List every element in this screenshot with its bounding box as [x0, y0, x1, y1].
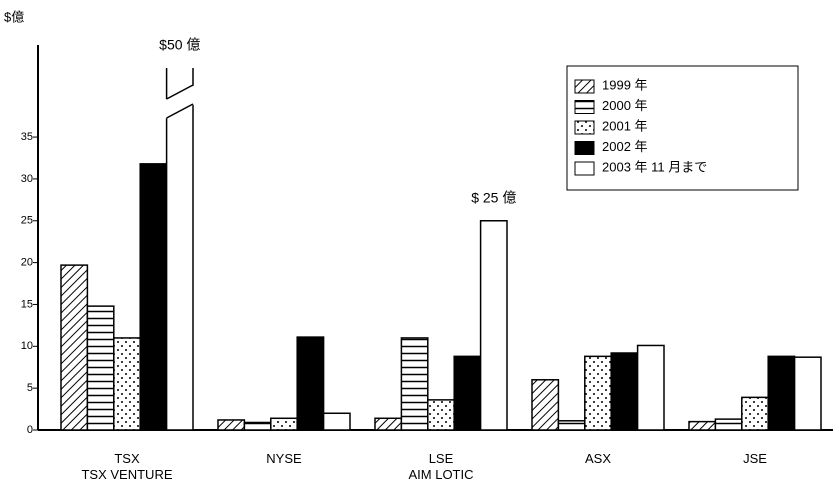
y-tick-label: 20 — [21, 257, 33, 269]
bar — [767, 355, 796, 431]
axis-break — [164, 85, 195, 119]
value-label: $50 億 — [159, 37, 200, 53]
bar — [793, 356, 822, 431]
y-tick-label: 5 — [27, 382, 33, 394]
bar — [374, 417, 403, 431]
legend-swatch — [574, 79, 595, 94]
bar — [714, 418, 743, 431]
legend-label: 2002 年 — [602, 139, 648, 154]
legend-swatch — [574, 161, 595, 176]
y-tick-label: 10 — [21, 340, 33, 352]
bar — [453, 355, 482, 431]
bars — [60, 68, 822, 431]
bar — [243, 421, 272, 431]
bar — [296, 336, 325, 431]
bar — [584, 355, 612, 431]
bar — [113, 337, 141, 431]
y-tick-label: 15 — [21, 298, 33, 310]
bar — [60, 264, 89, 431]
bar — [479, 220, 508, 431]
x-tick-label: NYSE — [266, 451, 302, 466]
legend-label: 2000 年 — [602, 98, 648, 113]
legend-label: 2001 年 — [602, 118, 648, 133]
bar — [531, 379, 560, 431]
y-tick-label: 25 — [21, 215, 33, 227]
bar — [86, 305, 115, 431]
x-tick-label: LSE AIM LOTIC — [408, 451, 473, 482]
x-tick-label: JSE — [743, 451, 767, 466]
legend-label: 1999 年 — [602, 77, 648, 92]
bar — [557, 420, 586, 431]
y-tick-label: 35 — [21, 131, 33, 143]
bar — [322, 412, 351, 431]
bar — [217, 419, 246, 431]
legend-swatch — [574, 100, 595, 114]
legend-box — [566, 65, 799, 191]
y-axis-label: $億 — [4, 9, 24, 24]
bar — [139, 163, 168, 431]
bar — [610, 352, 639, 431]
x-tick-label: TSX TSX VENTURE — [81, 451, 172, 482]
bar — [165, 68, 194, 431]
value-label: $ 25 億 — [471, 189, 516, 205]
y-tick-label: 0 — [27, 424, 33, 436]
bar — [400, 337, 429, 431]
axis-break-edge — [166, 84, 194, 100]
bar — [636, 344, 665, 431]
legend-swatch — [574, 120, 595, 135]
bar — [688, 420, 717, 431]
y-tick-label: 30 — [21, 173, 33, 185]
bar — [741, 396, 769, 431]
legend-label: 2003 年 11 月まで — [602, 159, 707, 174]
x-tick-label: ASX — [585, 451, 611, 466]
bar — [427, 399, 455, 431]
legend-swatch — [574, 141, 595, 155]
axis-break-edge — [166, 103, 194, 119]
bar — [270, 417, 298, 431]
